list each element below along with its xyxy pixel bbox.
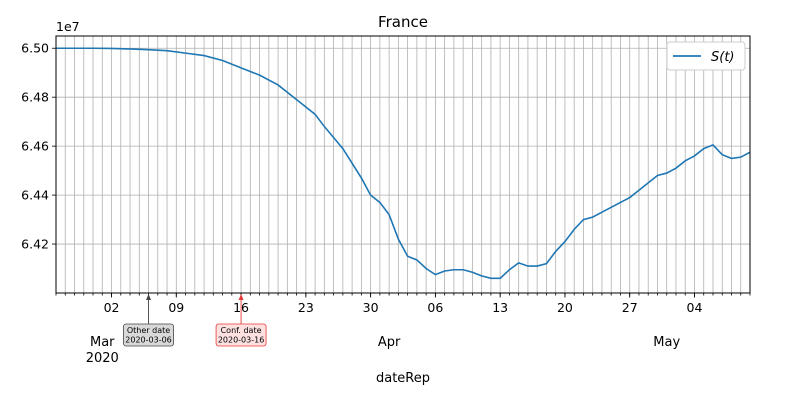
year-label: 2020 <box>86 351 119 366</box>
y-axis-ticks: 6.42 6.44 6.46 6.48 6.50 <box>21 41 56 252</box>
y-tick-label: 6.46 <box>21 139 49 154</box>
legend: S(t) <box>666 41 746 71</box>
x-tick-label: 30 <box>363 300 379 315</box>
x-axis-day-labels: 02 09 16 23 30 06 13 20 27 04 <box>104 300 703 315</box>
x-tick-label: 13 <box>492 300 508 315</box>
x-tick-label: 27 <box>622 300 638 315</box>
annotation-box <box>215 323 267 347</box>
legend-entry-label: S(t) <box>711 50 735 65</box>
x-tick-label: 06 <box>427 300 443 315</box>
x-tick-label: 04 <box>687 300 703 315</box>
y-tick-label: 6.44 <box>21 188 49 203</box>
x-tick-label: 23 <box>298 300 314 315</box>
annotation-date: 2020-03-16 <box>218 336 265 345</box>
x-axis-label: dateRep <box>376 371 430 386</box>
legend-box <box>666 41 746 71</box>
annotation-title: Other date <box>127 326 170 335</box>
annotation-date: 2020-03-06 <box>125 336 172 345</box>
x-tick-label: 09 <box>168 300 184 315</box>
annotation-arrow-head <box>238 294 244 300</box>
y-tick-label: 6.50 <box>21 41 49 56</box>
series-line-s-t <box>56 47 751 280</box>
plot-frame <box>55 35 751 294</box>
annotation-arrow-head <box>146 294 152 300</box>
x-tick-label: 20 <box>557 300 573 315</box>
y-tick-label: 6.48 <box>21 90 49 105</box>
month-label: Mar <box>90 335 115 350</box>
x-axis-ticks <box>55 293 751 298</box>
annotation-box <box>123 323 174 347</box>
y-offset-label: 1e7 <box>56 19 80 34</box>
month-label: Apr <box>378 335 401 350</box>
horizontal-gridlines <box>56 47 750 245</box>
y-tick-label: 6.42 <box>21 237 49 252</box>
month-label: May <box>653 335 680 350</box>
chart-title: France <box>378 13 428 31</box>
x-tick-label: 02 <box>104 300 120 315</box>
annotation-title: Conf. date <box>221 326 262 335</box>
vertical-gridlines <box>55 36 751 293</box>
